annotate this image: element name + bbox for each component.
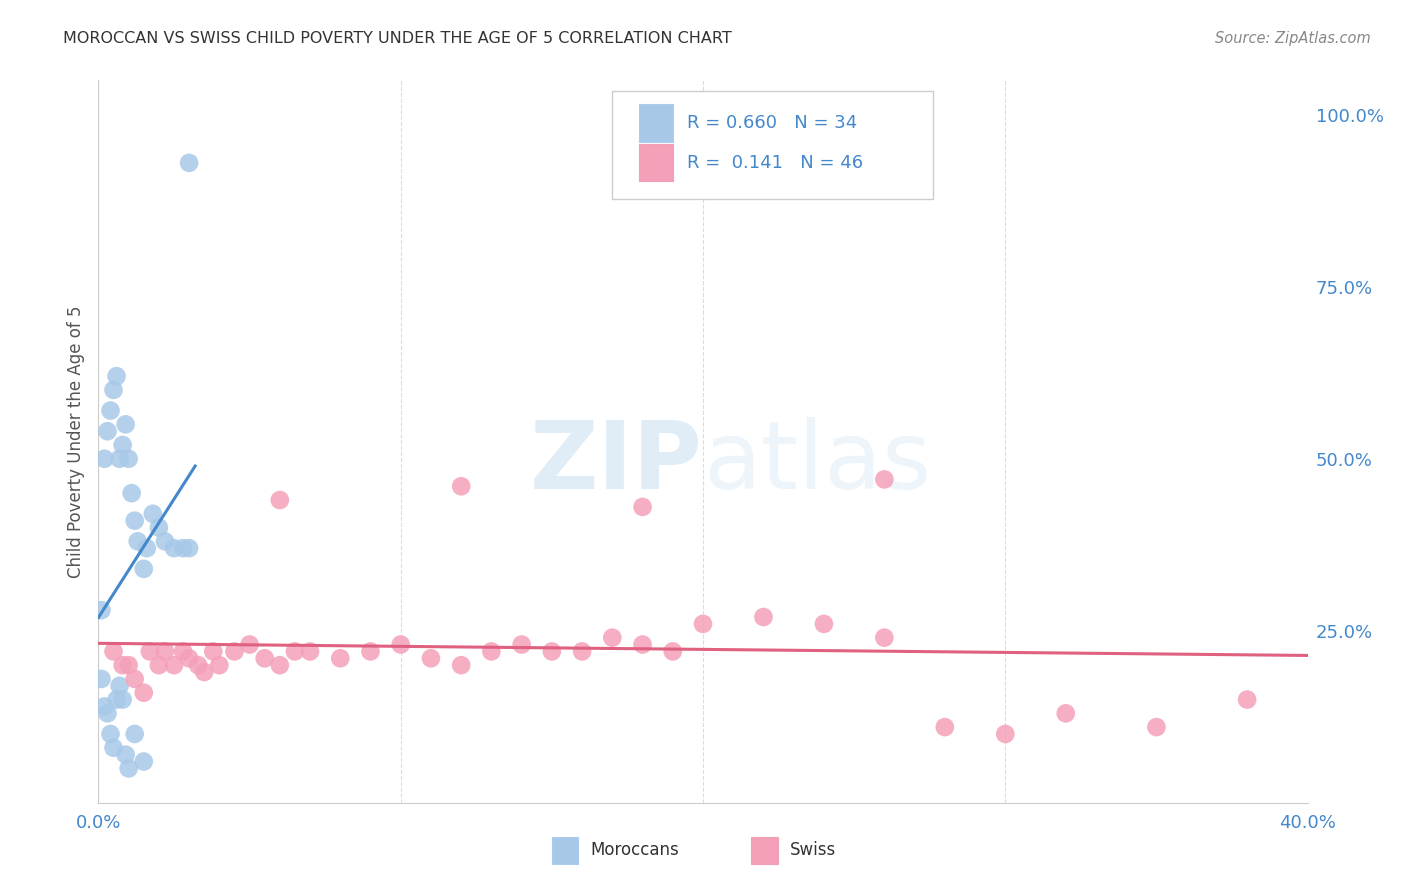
Text: R =  0.141   N = 46: R = 0.141 N = 46 — [688, 153, 863, 171]
Point — [100, 727, 122, 741]
Point — [90, 672, 112, 686]
Point — [179, 651, 201, 665]
Point — [994, 727, 1017, 741]
Point — [360, 644, 382, 658]
Point — [96, 424, 118, 438]
Point — [752, 610, 775, 624]
Point — [132, 755, 155, 769]
Bar — [751, 837, 778, 864]
Point — [111, 692, 134, 706]
Point — [239, 638, 262, 652]
Point — [118, 451, 141, 466]
Point — [692, 616, 714, 631]
Point — [105, 692, 128, 706]
Point — [124, 672, 146, 686]
Point — [202, 644, 225, 658]
Text: MOROCCAN VS SWISS CHILD POVERTY UNDER THE AGE OF 5 CORRELATION CHART: MOROCCAN VS SWISS CHILD POVERTY UNDER TH… — [63, 31, 733, 46]
Point — [224, 644, 246, 658]
Point — [172, 541, 194, 556]
Point — [90, 603, 112, 617]
Point — [661, 644, 683, 658]
Point — [111, 658, 134, 673]
Point — [172, 644, 194, 658]
Point — [1236, 692, 1258, 706]
Text: R = 0.660   N = 34: R = 0.660 N = 34 — [688, 114, 858, 132]
Point — [510, 638, 533, 652]
Point — [873, 472, 896, 486]
Point — [179, 156, 201, 170]
Text: Moroccans: Moroccans — [591, 841, 679, 860]
Point — [540, 644, 562, 658]
Y-axis label: Child Poverty Under the Age of 5: Child Poverty Under the Age of 5 — [66, 305, 84, 578]
Point — [118, 658, 141, 673]
Point — [93, 699, 115, 714]
Point — [127, 534, 149, 549]
Point — [450, 658, 472, 673]
Point — [121, 486, 143, 500]
Point — [813, 616, 835, 631]
Point — [571, 644, 593, 658]
Point — [187, 658, 209, 673]
Point — [450, 479, 472, 493]
Point — [299, 644, 322, 658]
Point — [873, 631, 896, 645]
Point — [132, 686, 155, 700]
Point — [124, 727, 146, 741]
Point — [100, 403, 122, 417]
Point — [96, 706, 118, 721]
Text: ZIP: ZIP — [530, 417, 703, 509]
Point — [153, 534, 176, 549]
Point — [103, 383, 125, 397]
Point — [148, 658, 170, 673]
Text: atlas: atlas — [703, 417, 931, 509]
Point — [193, 665, 215, 679]
Text: Swiss: Swiss — [790, 841, 837, 860]
Point — [139, 644, 162, 658]
Point — [135, 541, 157, 556]
Point — [1054, 706, 1077, 721]
Point — [118, 761, 141, 775]
Point — [163, 541, 186, 556]
Point — [108, 451, 131, 466]
Point — [163, 658, 186, 673]
Point — [389, 638, 412, 652]
Bar — [638, 104, 673, 142]
Point — [103, 740, 125, 755]
Point — [105, 369, 128, 384]
Point — [111, 438, 134, 452]
Bar — [638, 144, 673, 181]
Point — [934, 720, 956, 734]
Point — [602, 631, 624, 645]
Point — [153, 644, 176, 658]
Point — [208, 658, 231, 673]
Point — [148, 520, 170, 534]
Point — [481, 644, 503, 658]
Point — [631, 638, 654, 652]
Point — [253, 651, 276, 665]
Point — [1144, 720, 1167, 734]
Point — [420, 651, 443, 665]
FancyBboxPatch shape — [613, 91, 932, 200]
Point — [269, 658, 291, 673]
Bar — [551, 837, 578, 864]
Point — [108, 679, 131, 693]
Point — [329, 651, 352, 665]
Text: Source: ZipAtlas.com: Source: ZipAtlas.com — [1215, 31, 1371, 46]
Point — [269, 493, 291, 508]
Point — [93, 451, 115, 466]
Point — [284, 644, 307, 658]
Point — [142, 507, 165, 521]
Point — [132, 562, 155, 576]
Point — [631, 500, 654, 514]
Point — [179, 541, 201, 556]
Point — [124, 514, 146, 528]
Point — [103, 644, 125, 658]
Point — [114, 417, 136, 432]
Point — [114, 747, 136, 762]
